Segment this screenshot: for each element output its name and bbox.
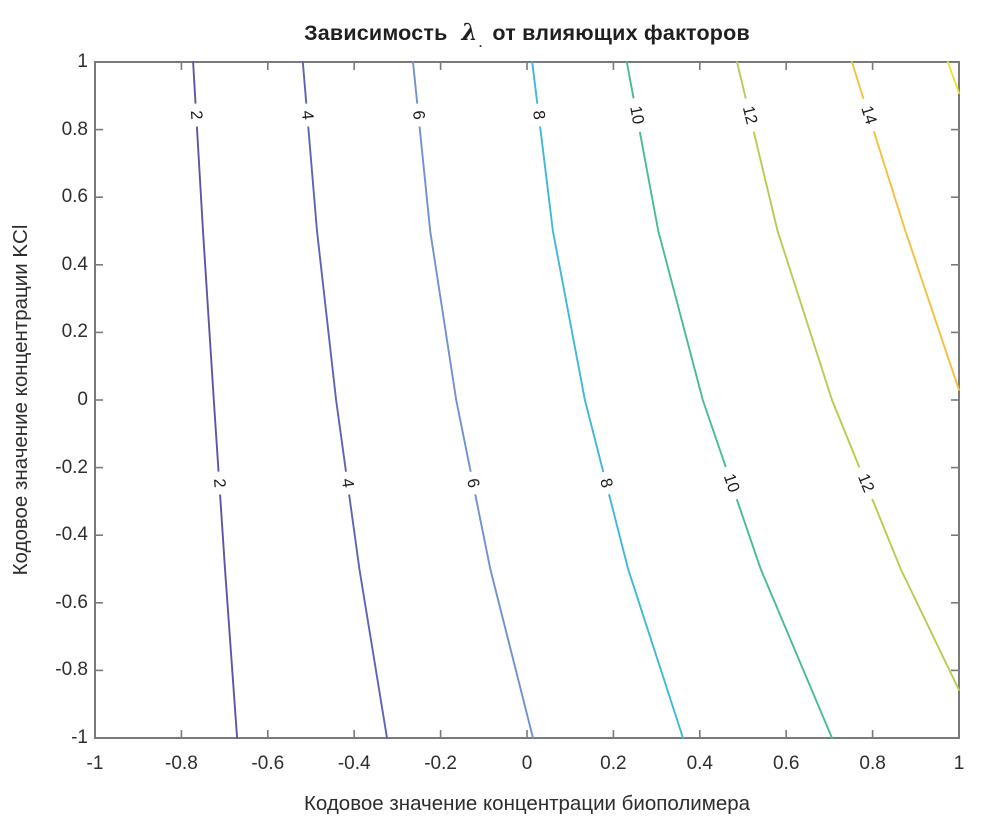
contour-line-16 xyxy=(946,61,960,95)
x-tick-label--0.6: -0.6 xyxy=(251,753,285,774)
y-tick-label-0: 0 xyxy=(77,389,88,410)
contour-label-group-12: 12 xyxy=(850,463,882,503)
contour-line-8 xyxy=(531,61,684,739)
contour-label-mask xyxy=(850,463,882,503)
x-tick-label-0.8: 0.8 xyxy=(859,753,886,774)
contour-label-14: 14 xyxy=(857,104,880,127)
y-tick-label--0.6: -0.6 xyxy=(55,591,88,613)
contour-label-group-10: 10 xyxy=(623,96,650,134)
contour-label-mask xyxy=(527,102,551,128)
contour-line-12 xyxy=(736,61,960,691)
contour-label-12: 12 xyxy=(854,471,878,495)
contour-label-mask xyxy=(854,95,884,135)
x-tick-label-0.4: 0.4 xyxy=(686,753,714,774)
y-tick-label-0.6: 0.6 xyxy=(61,186,88,208)
contour-label-group-4: 4 xyxy=(296,102,319,128)
contour-label-2: 2 xyxy=(210,478,229,488)
y-tick-label-0.8: 0.8 xyxy=(61,118,88,140)
x-tick-label-1: 1 xyxy=(953,753,965,774)
contour-label-4: 4 xyxy=(338,477,357,489)
contour-label-4: 4 xyxy=(298,110,317,121)
x-tick-label-0: 0 xyxy=(521,753,533,774)
y-tick-label-0.2: 0.2 xyxy=(61,321,88,343)
contour-label-mask xyxy=(593,469,619,497)
chart-title: Зависимость λ. от влияющих факторов xyxy=(95,19,959,50)
contour-label-mask xyxy=(185,103,207,128)
contour-label-group-8: 8 xyxy=(527,102,551,128)
contour-label-mask xyxy=(623,96,650,134)
y-tick-label--0.2: -0.2 xyxy=(55,456,88,478)
contour-label-10: 10 xyxy=(720,471,743,494)
y-tick-label--0.8: -0.8 xyxy=(55,659,88,681)
chart-title-prefix: Зависимость xyxy=(304,21,448,45)
x-tick-label--0.2: -0.2 xyxy=(424,753,457,774)
x-tick-label--0.4: -0.4 xyxy=(337,753,371,774)
contour-label-group-8: 8 xyxy=(593,469,619,497)
x-axis-label: Кодовое значение концентрации биополимер… xyxy=(303,792,751,815)
contour-label-group-4: 4 xyxy=(336,470,359,496)
contour-label-group-2: 2 xyxy=(208,470,231,496)
x-tick-label-0.6: 0.6 xyxy=(772,753,800,774)
contour-label-mask xyxy=(208,470,231,496)
y-tick-label--1: -1 xyxy=(71,727,88,748)
contour-line-2 xyxy=(192,61,239,739)
contour-label-group-2: 2 xyxy=(185,103,207,128)
contour-label-6: 6 xyxy=(409,110,428,121)
contour-line-4 xyxy=(301,61,388,739)
lambda-symbol: λ xyxy=(461,19,478,46)
contour-label-2: 2 xyxy=(187,110,206,120)
contour-label-6: 6 xyxy=(463,477,482,490)
contour-line-6 xyxy=(412,61,534,739)
contour-label-8: 8 xyxy=(529,109,548,120)
x-tick-label--1: -1 xyxy=(86,753,104,774)
plot-box xyxy=(94,61,960,739)
contour-label-mask xyxy=(407,102,430,128)
contour-line-10 xyxy=(625,61,833,739)
x-tick-label--0.8: -0.8 xyxy=(165,753,198,774)
contour-label-group-6: 6 xyxy=(460,469,485,497)
x-tick-label-0.2: 0.2 xyxy=(600,753,627,774)
contour-label-10: 10 xyxy=(626,104,647,125)
contour-label-mask xyxy=(460,469,485,497)
contour-label-8: 8 xyxy=(596,476,616,489)
contour-label-mask xyxy=(716,463,747,503)
lambda-subscript-mark: . xyxy=(478,36,483,50)
contour-label-group-14: 14 xyxy=(854,95,884,135)
contour-label-12: 12 xyxy=(739,104,761,126)
contour-label-group-12: 12 xyxy=(736,96,764,134)
contour-label-group-6: 6 xyxy=(407,102,430,128)
y-tick-label--0.4: -0.4 xyxy=(55,524,88,546)
contour-label-mask xyxy=(736,96,764,134)
contour-label-mask xyxy=(296,102,319,128)
chart-title-suffix: от влияющих факторов xyxy=(492,21,750,45)
y-tick-label-1: 1 xyxy=(77,51,88,72)
y-tick-label-0.4: 0.4 xyxy=(61,253,88,275)
contour-label-mask xyxy=(336,470,359,496)
contour-label-group-10: 10 xyxy=(716,463,747,503)
